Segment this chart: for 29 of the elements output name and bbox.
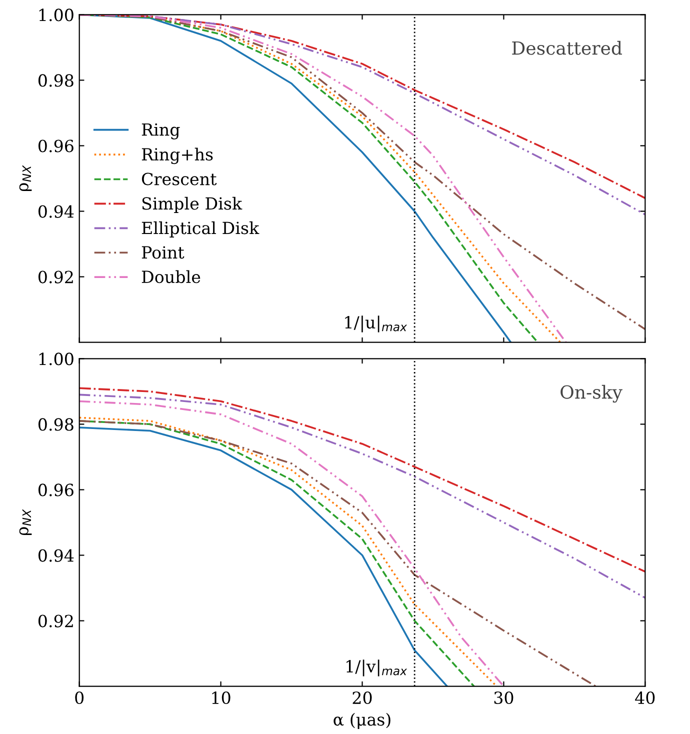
y-tick-label: 0.96 (38, 484, 74, 496)
y-tick-label: 0.98 (38, 418, 74, 431)
legend-label: Double (142, 270, 200, 284)
y-axis-title: ρ$_{NX}$ (19, 165, 32, 192)
y-tick-label: 1.00 (39, 352, 74, 366)
x-tick-label: 0 (75, 691, 84, 704)
y-axis-title: ρ$_{NX}$ (19, 509, 32, 536)
y-tick-label: 0.92 (38, 270, 73, 284)
y-tick-label: 0.92 (38, 614, 73, 628)
x-tick-label: 10 (212, 691, 230, 704)
legend-label: Ring (142, 123, 180, 140)
legend-label: Ring+hs (142, 148, 213, 164)
x-tick-label: 30 (494, 691, 514, 704)
annotation: Descattered (512, 40, 622, 55)
legend-label: Simple Disk (142, 196, 242, 213)
legend-label: Elliptical Disk (142, 221, 260, 238)
y-tick-label: 0.98 (38, 74, 74, 87)
legend-label: Point (142, 246, 184, 259)
y-tick-label: 0.94 (38, 205, 74, 218)
annotation: On-sky (560, 384, 622, 403)
x-tick-label: 20 (352, 691, 372, 704)
x-axis-title: α (μas) (334, 712, 390, 729)
legend-label: Crescent (142, 172, 217, 186)
ref-line-label: 1/|u|$_{max}$ (345, 316, 408, 332)
y-tick-label: 0.94 (38, 549, 74, 562)
y-tick-label: 0.96 (38, 140, 74, 152)
y-tick-label: 1.00 (39, 8, 74, 22)
x-tick-label: 40 (635, 691, 655, 704)
ref-line-label: 1/|v|$_{max}$ (346, 660, 408, 676)
